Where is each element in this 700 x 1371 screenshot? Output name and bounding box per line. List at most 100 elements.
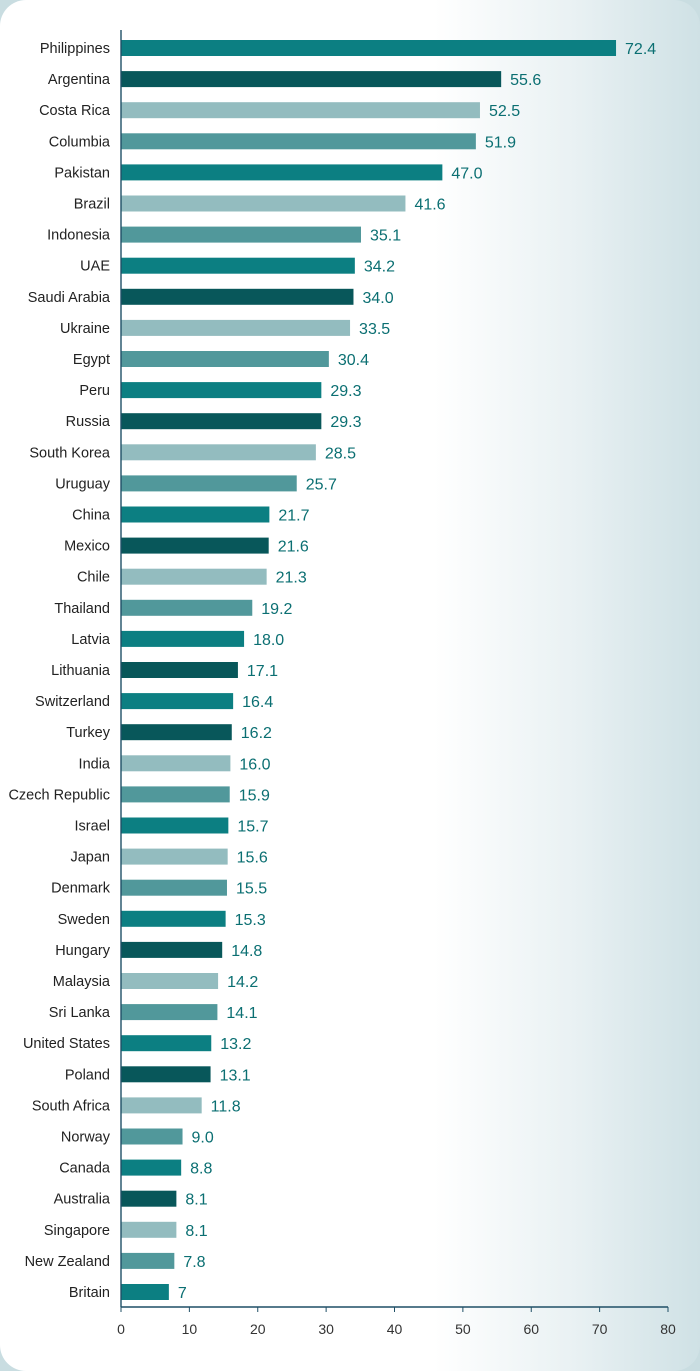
- category-label: China: [72, 508, 111, 524]
- bar: [121, 102, 480, 119]
- value-label: 52.5: [489, 103, 520, 120]
- category-label: Costa Rica: [39, 103, 111, 119]
- value-label: 18.0: [253, 632, 284, 649]
- value-label: 21.7: [278, 508, 309, 525]
- x-tick-label: 20: [250, 1321, 266, 1337]
- category-label: Poland: [65, 1067, 110, 1083]
- category-label: Hungary: [55, 943, 111, 959]
- bar: [121, 164, 443, 181]
- x-tick-label: 50: [455, 1321, 471, 1337]
- bar: [121, 382, 322, 399]
- value-label: 16.4: [242, 694, 273, 711]
- bar: [121, 1190, 177, 1207]
- category-label: Indonesia: [47, 228, 111, 244]
- category-label: Uruguay: [55, 476, 111, 492]
- bar: [121, 786, 230, 803]
- category-label: Israel: [75, 819, 110, 835]
- value-label: 15.9: [239, 787, 270, 804]
- bar: [121, 1284, 169, 1300]
- category-label: Saudi Arabia: [28, 290, 111, 306]
- category-label: Thailand: [54, 601, 110, 617]
- x-tick-label: 0: [117, 1321, 125, 1337]
- value-label: 29.3: [330, 414, 361, 431]
- value-label: 16.0: [239, 756, 270, 773]
- bar: [121, 133, 476, 150]
- value-label: 34.2: [364, 259, 395, 276]
- value-label: 11.8: [211, 1098, 241, 1115]
- bar: [121, 413, 322, 430]
- category-label: Switzerland: [35, 694, 110, 710]
- category-label: Pakistan: [54, 165, 110, 181]
- category-label: Norway: [61, 1130, 111, 1146]
- category-label: Canada: [59, 1161, 111, 1177]
- value-label: 21.3: [276, 570, 307, 587]
- bar: [121, 848, 228, 865]
- value-label: 15.7: [237, 819, 268, 836]
- bar: [121, 724, 232, 741]
- bar: [121, 1066, 211, 1083]
- value-label: 15.6: [237, 850, 268, 867]
- value-label: 51.9: [485, 134, 516, 151]
- value-label: 21.6: [278, 539, 309, 556]
- category-label: Japan: [70, 850, 110, 866]
- bar: [121, 444, 316, 461]
- bar: [121, 195, 406, 212]
- value-label: 47.0: [451, 165, 482, 182]
- category-label: Turkey: [66, 725, 111, 741]
- value-label: 8.1: [185, 1223, 207, 1240]
- value-label: 28.5: [325, 445, 356, 462]
- value-label: 7.8: [183, 1254, 205, 1271]
- category-label: Mexico: [64, 539, 110, 555]
- bar: [121, 1159, 182, 1176]
- value-label: 8.8: [190, 1161, 212, 1178]
- value-label: 9.0: [192, 1130, 214, 1147]
- bar: [121, 1004, 218, 1021]
- bar: [121, 910, 226, 927]
- bar: [121, 351, 329, 367]
- category-label: Singapore: [44, 1223, 110, 1239]
- category-label: Brazil: [74, 197, 110, 213]
- category-label: Australia: [54, 1192, 111, 1208]
- value-label: 29.3: [330, 383, 361, 400]
- category-label: Czech Republic: [8, 787, 110, 803]
- category-label: South Korea: [29, 445, 111, 461]
- category-label: Egypt: [73, 352, 110, 368]
- x-tick-label: 60: [523, 1321, 539, 1337]
- bar: [121, 630, 245, 647]
- value-label: 30.4: [338, 352, 369, 369]
- category-label: Denmark: [51, 881, 111, 897]
- bar: [121, 475, 297, 492]
- category-label: Sweden: [58, 912, 110, 928]
- value-label: 25.7: [306, 476, 337, 493]
- category-label: Columbia: [49, 134, 111, 150]
- value-label: 14.8: [231, 943, 262, 960]
- bar: [121, 71, 502, 88]
- category-label: UAE: [80, 259, 110, 275]
- bar: [121, 599, 253, 616]
- category-label: Sri Lanka: [49, 1005, 111, 1021]
- bar: [121, 941, 223, 958]
- bar: [121, 319, 351, 336]
- category-label: Ukraine: [60, 321, 110, 337]
- value-label: 16.2: [241, 725, 272, 742]
- category-label: India: [79, 756, 111, 772]
- value-label: 14.1: [226, 1005, 257, 1022]
- category-label: United States: [23, 1036, 110, 1052]
- category-label: South Africa: [32, 1098, 111, 1114]
- category-label: New Zealand: [25, 1254, 110, 1270]
- category-label: Latvia: [71, 632, 111, 648]
- category-label: Britain: [69, 1285, 110, 1301]
- value-label: 55.6: [510, 72, 541, 89]
- bar: [121, 226, 361, 243]
- x-tick-label: 70: [592, 1321, 608, 1337]
- bar: [121, 879, 227, 896]
- bar: [121, 973, 219, 989]
- bar: [121, 1221, 177, 1238]
- category-label: Lithuania: [51, 663, 111, 679]
- x-tick-label: 80: [660, 1321, 676, 1337]
- value-label: 41.6: [414, 197, 445, 214]
- bar: [121, 755, 231, 772]
- x-tick-label: 10: [182, 1321, 198, 1337]
- category-label: Argentina: [48, 72, 111, 88]
- bar: [121, 1252, 175, 1269]
